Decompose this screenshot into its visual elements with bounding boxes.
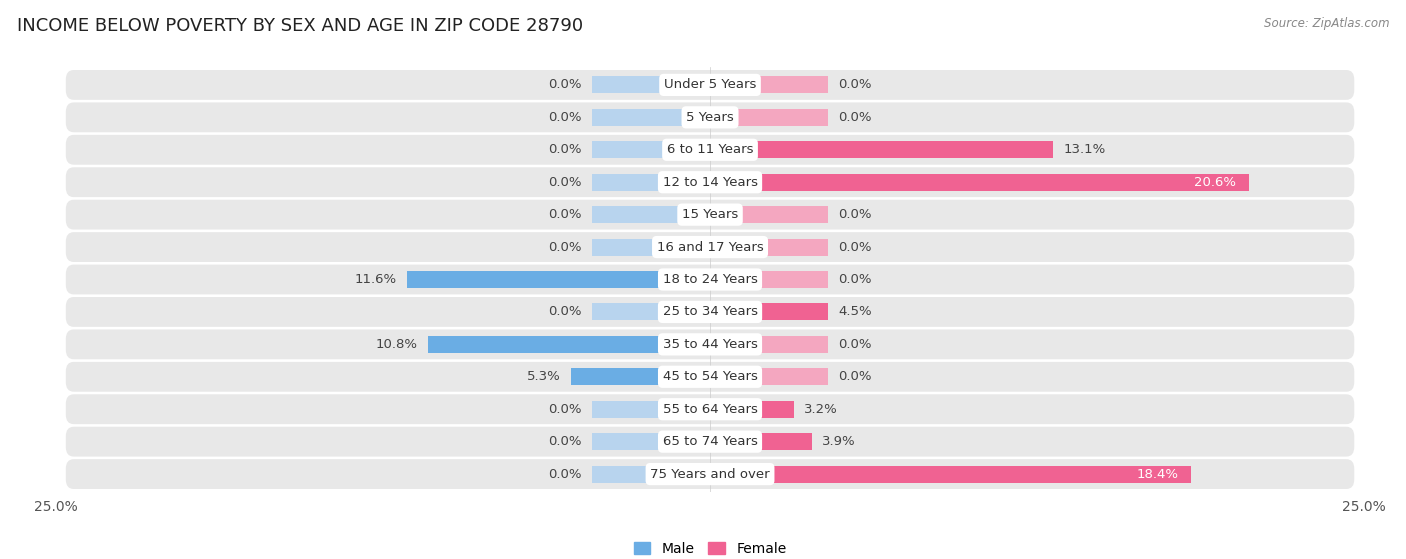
Bar: [592, 109, 710, 126]
Text: INCOME BELOW POVERTY BY SEX AND AGE IN ZIP CODE 28790: INCOME BELOW POVERTY BY SEX AND AGE IN Z…: [17, 17, 583, 35]
Text: 0.0%: 0.0%: [838, 78, 872, 92]
Bar: [710, 466, 1191, 482]
Bar: [710, 368, 828, 385]
Text: 5.3%: 5.3%: [527, 370, 561, 383]
Text: 12 to 14 Years: 12 to 14 Years: [662, 176, 758, 189]
Text: Source: ZipAtlas.com: Source: ZipAtlas.com: [1264, 17, 1389, 30]
Bar: [710, 109, 828, 126]
Text: 3.2%: 3.2%: [804, 402, 838, 416]
Bar: [710, 271, 828, 288]
Bar: [592, 401, 710, 418]
Text: 16 and 17 Years: 16 and 17 Years: [657, 240, 763, 254]
Text: 0.0%: 0.0%: [548, 208, 582, 221]
Text: 0.0%: 0.0%: [548, 78, 582, 92]
FancyBboxPatch shape: [66, 329, 1354, 359]
Text: 0.0%: 0.0%: [838, 338, 872, 351]
FancyBboxPatch shape: [66, 427, 1354, 457]
Text: 13.1%: 13.1%: [1063, 143, 1105, 157]
Bar: [592, 466, 710, 482]
Text: 3.9%: 3.9%: [823, 435, 856, 448]
Text: 0.0%: 0.0%: [548, 435, 582, 448]
Text: Under 5 Years: Under 5 Years: [664, 78, 756, 92]
Bar: [710, 141, 1053, 158]
FancyBboxPatch shape: [66, 394, 1354, 424]
Bar: [710, 239, 828, 255]
Bar: [571, 368, 710, 385]
FancyBboxPatch shape: [66, 70, 1354, 100]
Text: 0.0%: 0.0%: [838, 111, 872, 124]
Bar: [710, 433, 813, 450]
Bar: [710, 336, 828, 353]
Text: 0.0%: 0.0%: [548, 240, 582, 254]
Bar: [710, 206, 828, 223]
Bar: [592, 77, 710, 93]
Text: 5 Years: 5 Years: [686, 111, 734, 124]
Text: 0.0%: 0.0%: [838, 240, 872, 254]
Text: 18 to 24 Years: 18 to 24 Years: [662, 273, 758, 286]
Legend: Male, Female: Male, Female: [628, 536, 792, 559]
Text: 0.0%: 0.0%: [838, 208, 872, 221]
Bar: [406, 271, 710, 288]
Bar: [710, 174, 1249, 191]
FancyBboxPatch shape: [66, 102, 1354, 132]
Text: 55 to 64 Years: 55 to 64 Years: [662, 402, 758, 416]
Text: 0.0%: 0.0%: [838, 273, 872, 286]
Text: 45 to 54 Years: 45 to 54 Years: [662, 370, 758, 383]
Text: 4.5%: 4.5%: [838, 305, 872, 319]
Bar: [592, 304, 710, 320]
Bar: [592, 174, 710, 191]
Bar: [592, 239, 710, 255]
Text: 0.0%: 0.0%: [548, 467, 582, 481]
Text: 18.4%: 18.4%: [1136, 467, 1178, 481]
Text: 6 to 11 Years: 6 to 11 Years: [666, 143, 754, 157]
Bar: [592, 141, 710, 158]
Text: 0.0%: 0.0%: [548, 176, 582, 189]
Text: 20.6%: 20.6%: [1194, 176, 1236, 189]
Text: 65 to 74 Years: 65 to 74 Years: [662, 435, 758, 448]
FancyBboxPatch shape: [66, 200, 1354, 230]
Bar: [592, 206, 710, 223]
Bar: [710, 77, 828, 93]
FancyBboxPatch shape: [66, 459, 1354, 489]
Text: 35 to 44 Years: 35 to 44 Years: [662, 338, 758, 351]
FancyBboxPatch shape: [66, 167, 1354, 197]
FancyBboxPatch shape: [66, 135, 1354, 165]
Text: 10.8%: 10.8%: [375, 338, 418, 351]
Text: 11.6%: 11.6%: [354, 273, 396, 286]
Bar: [710, 304, 828, 320]
Text: 0.0%: 0.0%: [548, 402, 582, 416]
FancyBboxPatch shape: [66, 232, 1354, 262]
FancyBboxPatch shape: [66, 297, 1354, 327]
Bar: [427, 336, 710, 353]
FancyBboxPatch shape: [66, 264, 1354, 295]
Text: 25 to 34 Years: 25 to 34 Years: [662, 305, 758, 319]
Text: 0.0%: 0.0%: [838, 370, 872, 383]
Text: 0.0%: 0.0%: [548, 143, 582, 157]
Text: 0.0%: 0.0%: [548, 305, 582, 319]
Text: 0.0%: 0.0%: [548, 111, 582, 124]
FancyBboxPatch shape: [66, 362, 1354, 392]
Bar: [592, 433, 710, 450]
Text: 15 Years: 15 Years: [682, 208, 738, 221]
Text: 75 Years and over: 75 Years and over: [650, 467, 770, 481]
Bar: [710, 401, 794, 418]
